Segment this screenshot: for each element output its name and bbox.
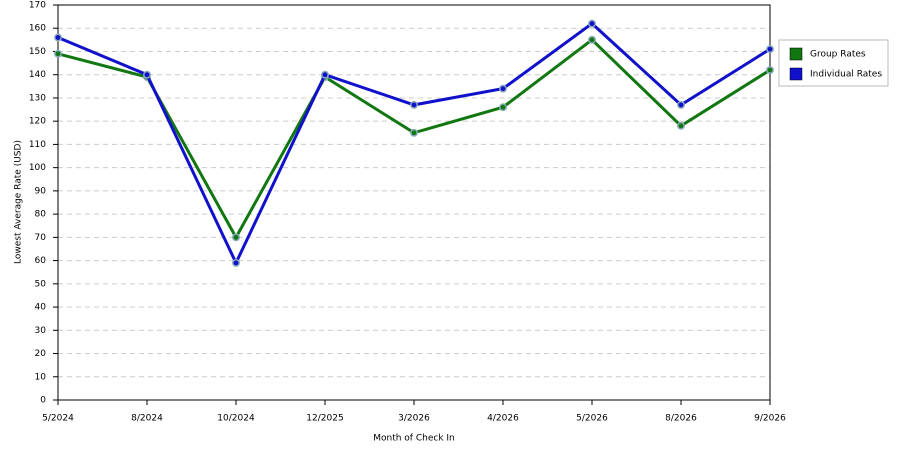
point-marker <box>588 35 596 44</box>
y-tick-label: 100 <box>29 163 46 173</box>
y-tick-label: 160 <box>29 24 46 34</box>
point-marker <box>677 121 685 130</box>
x-tick-label: 5/2024 <box>42 414 74 424</box>
y-tick-label: 70 <box>35 233 47 243</box>
x-tick-label: 9/2026 <box>754 414 786 424</box>
y-tick-label: 110 <box>29 140 46 150</box>
point-marker <box>410 100 418 109</box>
series-line <box>57 37 771 241</box>
y-tick-label: 40 <box>35 303 47 313</box>
x-tick-label: 8/2024 <box>131 414 163 424</box>
legend-label: Group Rates <box>810 50 866 60</box>
y-tick-label: 170 <box>29 1 46 11</box>
point-marker <box>766 66 774 75</box>
x-tick-label: 8/2026 <box>665 414 697 424</box>
point-marker <box>54 33 62 42</box>
y-tick-label: 0 <box>40 396 46 406</box>
point-marker <box>232 233 240 242</box>
legend-swatch <box>789 67 803 81</box>
point-marker <box>499 84 507 93</box>
point-marker <box>321 70 329 79</box>
x-tick-label: 4/2026 <box>487 414 519 424</box>
x-tick-label: 3/2026 <box>398 414 430 424</box>
y-tick-label: 60 <box>35 256 47 266</box>
point-marker <box>410 128 418 137</box>
y-tick-label: 120 <box>29 117 46 127</box>
point-marker <box>499 103 507 112</box>
y-tick-label: 50 <box>35 279 47 289</box>
legend-swatch <box>789 47 803 61</box>
y-tick-label: 130 <box>29 93 46 103</box>
x-tick-label: 10/2024 <box>217 414 255 424</box>
x-tick-label: 12/2025 <box>306 414 343 424</box>
y-tick-label: 10 <box>35 372 47 382</box>
point-marker <box>232 258 240 267</box>
point-marker <box>54 49 62 58</box>
legend-label: Individual Rates <box>810 70 882 80</box>
plot-frame <box>57 4 771 401</box>
point-marker <box>588 19 596 28</box>
x-axis-label: Month of Check In <box>373 434 455 444</box>
y-tick-label: 140 <box>29 70 46 80</box>
point-marker <box>677 100 685 109</box>
y-tick-label: 90 <box>35 186 47 196</box>
x-tick-label: 5/2026 <box>576 414 608 424</box>
y-axis-label: Lowest Average Rate (USD) <box>14 140 24 264</box>
y-tick-label: 20 <box>35 349 47 359</box>
y-tick-label: 150 <box>29 47 46 57</box>
y-tick-label: 30 <box>35 326 47 336</box>
point-marker <box>143 70 151 79</box>
point-marker <box>766 45 774 54</box>
y-tick-label: 80 <box>35 210 47 220</box>
series-line <box>57 21 771 267</box>
